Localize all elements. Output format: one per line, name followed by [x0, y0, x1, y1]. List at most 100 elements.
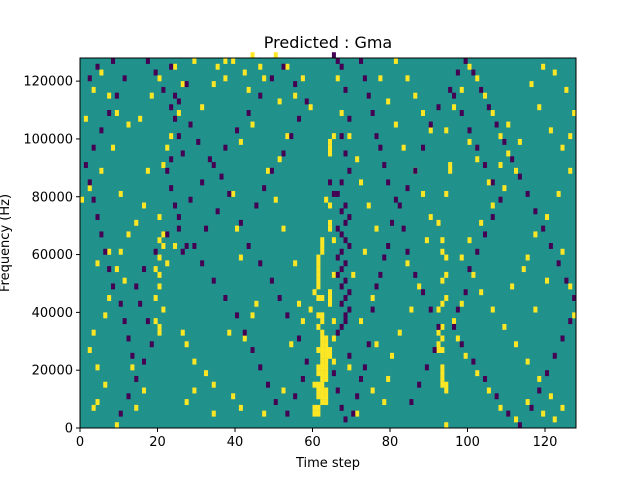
heatmap-cell-high [510, 283, 515, 290]
heatmap-cell-high [300, 318, 305, 325]
heatmap-cell-low [374, 283, 379, 290]
heatmap-cell-high [316, 283, 321, 290]
heatmap-cell-high [467, 138, 472, 145]
heatmap-cell-high [297, 300, 302, 307]
heatmap-cell-low [374, 133, 379, 140]
heatmap-cell-low [343, 86, 348, 93]
heatmap-cell-low [343, 312, 348, 319]
heatmap-cell-high [114, 422, 119, 429]
heatmap-cell-high [324, 364, 329, 371]
heatmap-cell-low [126, 335, 131, 342]
heatmap-cell-low [180, 150, 185, 157]
heatmap-cell-high [382, 399, 387, 406]
heatmap-cell-low [200, 260, 205, 267]
heatmap-cell-high [428, 214, 433, 221]
heatmap-cell-high [142, 387, 147, 394]
heatmap-cell-high [258, 63, 263, 70]
heatmap-cell-high [436, 306, 441, 313]
heatmap-cell-high [498, 404, 503, 411]
heatmap-cell-high [490, 202, 495, 209]
heatmap-cell-low [494, 121, 499, 128]
heatmap-cell-low [370, 306, 375, 313]
heatmap-cell-low [339, 248, 344, 255]
heatmap-cell-low [134, 283, 139, 290]
heatmap-cell-high [316, 277, 321, 284]
heatmap-cell-high [475, 370, 480, 377]
heatmap-cell-high [405, 260, 410, 267]
heatmap-cell-high [320, 237, 325, 244]
heatmap-cell-high [281, 225, 286, 232]
heatmap-cell-high [312, 410, 317, 417]
heatmap-cell-high [440, 248, 445, 255]
heatmap-cell-low [432, 347, 437, 353]
heatmap-cell-low [359, 375, 364, 382]
x-tick-label: 40 [227, 435, 244, 450]
heatmap-cell-high [560, 248, 565, 255]
heatmap-cell-low [351, 410, 356, 417]
heatmap-cell-low [130, 352, 135, 359]
heatmap-cell-high [568, 283, 573, 290]
heatmap-cell-high [130, 364, 135, 371]
heatmap-cell-high [91, 86, 96, 93]
heatmap-cell-high [436, 219, 441, 226]
heatmap-cell-high [153, 266, 158, 273]
heatmap-cell-low [176, 98, 181, 105]
heatmap-cell-low [343, 237, 348, 244]
heatmap-cell-low [285, 312, 290, 319]
heatmap-cell-high [238, 254, 243, 261]
heatmap-cell-high [355, 156, 360, 163]
heatmap-cell-high [273, 196, 278, 203]
x-tick-label: 80 [382, 435, 399, 450]
heatmap-cell-high [444, 381, 449, 388]
heatmap-cell-high [328, 289, 333, 296]
heatmap-cell-high [541, 63, 546, 70]
heatmap-cell-low [238, 219, 243, 226]
x-axis-label: Time step [295, 456, 360, 471]
heatmap-cell-high [157, 271, 162, 278]
heatmap-cell-low [548, 243, 553, 249]
heatmap-cell-low [556, 260, 561, 267]
heatmap-cell-high [386, 98, 391, 105]
heatmap-cell-low [382, 254, 387, 261]
heatmap-cell-low [362, 75, 367, 82]
heatmap-cell-high [316, 347, 321, 353]
heatmap-cell-high [440, 370, 445, 377]
heatmap-cell-low [459, 110, 464, 116]
heatmap-cell-low [114, 92, 119, 99]
heatmap-cell-high [324, 399, 329, 406]
heatmap-cell-high [421, 190, 426, 197]
heatmap-cell-low [254, 202, 259, 209]
heatmap-cell-high [331, 318, 336, 325]
heatmap-cell-low [502, 138, 507, 145]
x-tick-label: 20 [149, 435, 166, 450]
heatmap-cell-high [417, 283, 422, 290]
y-axis-ticks: 0 20000 40000 60000 80000 100000 120000 [23, 75, 80, 437]
heatmap-cell-high [556, 190, 561, 197]
heatmap-cell-high [316, 381, 321, 388]
heatmap-cell-high [238, 404, 243, 411]
heatmap-cell-high [366, 202, 371, 209]
heatmap-cell-high [455, 335, 460, 342]
heatmap-cell-high [111, 144, 116, 151]
heatmap-cell-high [572, 312, 577, 319]
heatmap-cell-high [386, 375, 391, 382]
heatmap-cell-high [498, 162, 503, 168]
heatmap-cell-high [80, 196, 85, 203]
heatmap-cell-high [161, 243, 166, 249]
heatmap-cell-high [339, 110, 344, 116]
heatmap-cell-low [471, 69, 476, 76]
heatmap-cell-high [157, 254, 162, 261]
heatmap-cell-low [359, 58, 364, 64]
heatmap-cell-high [277, 98, 282, 105]
heatmap-cell-low [161, 86, 166, 93]
heatmap-cell-low [184, 243, 189, 249]
heatmap-cell-low [545, 370, 550, 377]
heatmap-cell-low [266, 381, 271, 388]
heatmap-cell-low [339, 323, 344, 330]
heatmap-cell-low [335, 387, 340, 394]
heatmap-cell-low [413, 271, 418, 278]
heatmap-cell-high [320, 335, 325, 342]
heatmap-cell-low [452, 323, 457, 330]
heatmap-cell-high [176, 110, 181, 116]
